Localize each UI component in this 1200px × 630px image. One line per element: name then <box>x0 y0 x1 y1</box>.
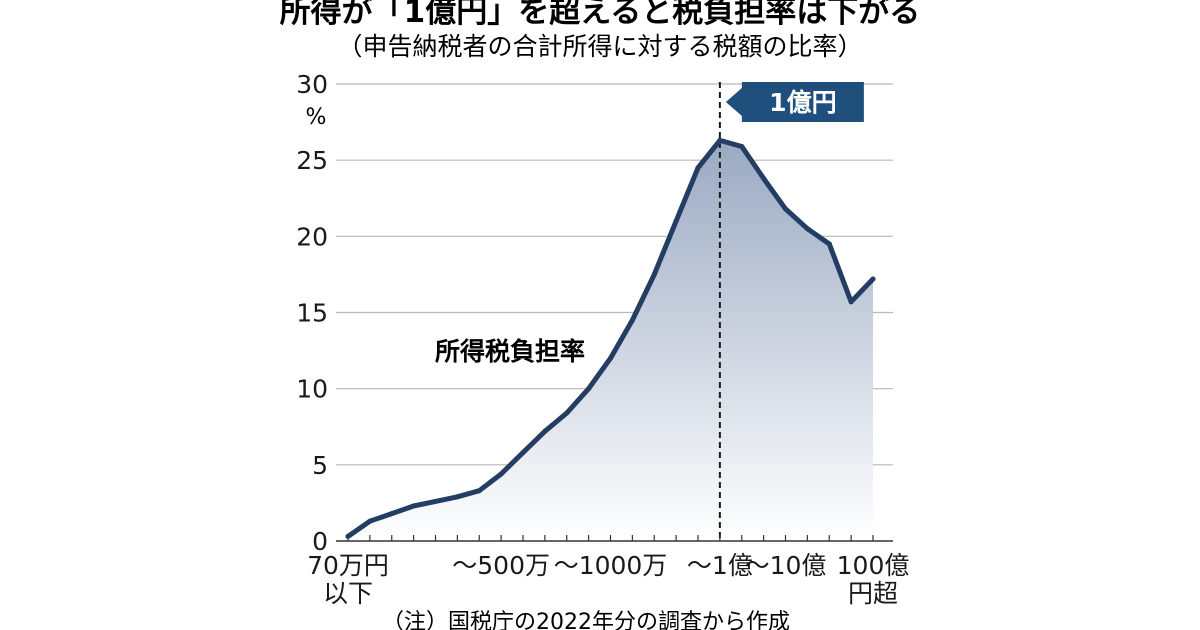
data-point <box>651 271 657 277</box>
y-tick-label: 0 <box>312 527 328 556</box>
data-point <box>848 299 854 305</box>
data-point <box>673 218 679 224</box>
data-point <box>367 518 373 524</box>
annotation-callout-box <box>725 82 864 122</box>
data-point <box>389 511 395 517</box>
data-point <box>783 206 788 212</box>
y-axis-unit: % <box>306 105 327 130</box>
x-tick-label: 70万円以下 <box>307 551 389 608</box>
series-area <box>348 140 873 541</box>
x-tick-label: 100億円超 <box>837 551 910 608</box>
x-tick-label: ～1000万 <box>554 551 668 580</box>
data-point <box>761 175 767 181</box>
data-point <box>586 386 592 392</box>
data-point <box>695 165 701 171</box>
series-label: 所得税負担率 <box>435 337 585 366</box>
x-tick-label: ～1億 <box>687 551 753 580</box>
data-point <box>629 317 635 323</box>
annotation-callout: 1億円 <box>725 82 864 122</box>
chart-subtitle: （申告納税者の合計所得に対する税額の比率） <box>337 32 862 61</box>
y-tick-label: 20 <box>296 222 328 251</box>
y-tick-label: 15 <box>296 299 328 328</box>
chart-title: 所得が「1億円」を超えると税負担率は下がる <box>280 0 921 30</box>
x-tick-label: ～10億 <box>745 551 827 580</box>
data-point <box>476 488 482 494</box>
y-axis-ticks: 0 5 10 15 20 25 30 <box>296 70 328 556</box>
data-point <box>411 503 417 509</box>
data-point <box>345 533 351 539</box>
data-point <box>739 144 745 149</box>
y-tick-label: 10 <box>296 375 328 404</box>
source-note: （注）国税庁の2022年分の調査から作成 <box>382 610 790 630</box>
data-point <box>520 450 526 456</box>
x-axis-ticks: 70万円以下 ～500万 ～1000万 ～1億～10億 100億円超 <box>307 551 909 608</box>
data-point <box>542 428 548 434</box>
y-tick-label: 30 <box>296 70 328 99</box>
data-point <box>498 471 504 477</box>
data-point <box>717 137 723 143</box>
data-point <box>564 410 570 416</box>
y-tick-label: 25 <box>296 146 328 175</box>
x-axis <box>336 535 893 542</box>
data-point <box>804 226 810 232</box>
data-point <box>608 355 613 361</box>
data-point <box>826 241 832 247</box>
data-point <box>870 276 876 282</box>
x-tick-label: ～500万 <box>452 551 550 580</box>
data-point <box>433 498 438 504</box>
data-point <box>454 494 460 500</box>
y-tick-label: 5 <box>312 451 328 480</box>
annotation-callout-label: 1億円 <box>769 88 836 117</box>
